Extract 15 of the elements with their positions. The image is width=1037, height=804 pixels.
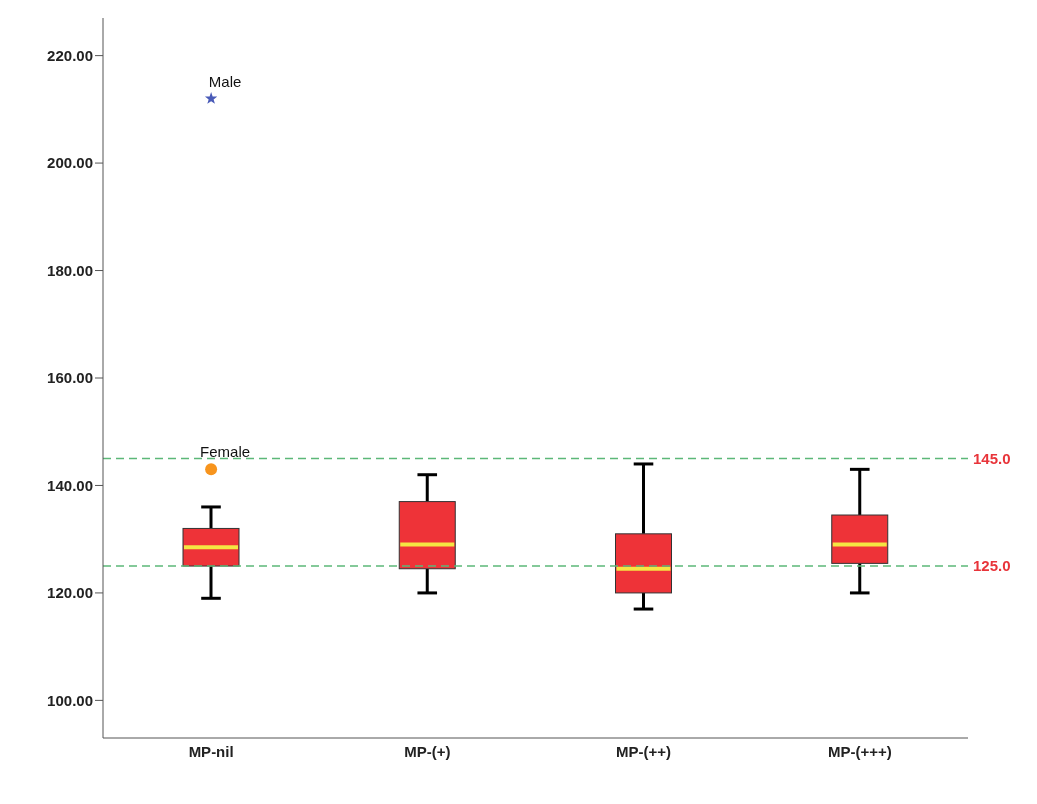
- ref-line-label: 145.0: [973, 449, 1011, 467]
- y-tick-label: 160.00: [47, 369, 93, 387]
- y-tick-label: 200.00: [47, 154, 93, 172]
- x-tick-label: MP-(+++): [827, 742, 892, 760]
- x-tick-label: MP-nil: [188, 742, 234, 760]
- annotation: Female: [200, 443, 251, 461]
- x-tick-label: MP-(++): [616, 742, 672, 760]
- y-tick-label: 140.00: [47, 476, 93, 494]
- y-tick-label: 100.00: [47, 691, 93, 709]
- y-tick-label: 220.00: [47, 46, 93, 64]
- x-tick-label: MP-(+): [404, 742, 451, 760]
- annotation: Male: [208, 72, 242, 90]
- y-tick-label: 180.00: [47, 261, 93, 279]
- y-tick-label: 120.00: [47, 584, 93, 602]
- ref-line-label: 125.0: [973, 557, 1011, 575]
